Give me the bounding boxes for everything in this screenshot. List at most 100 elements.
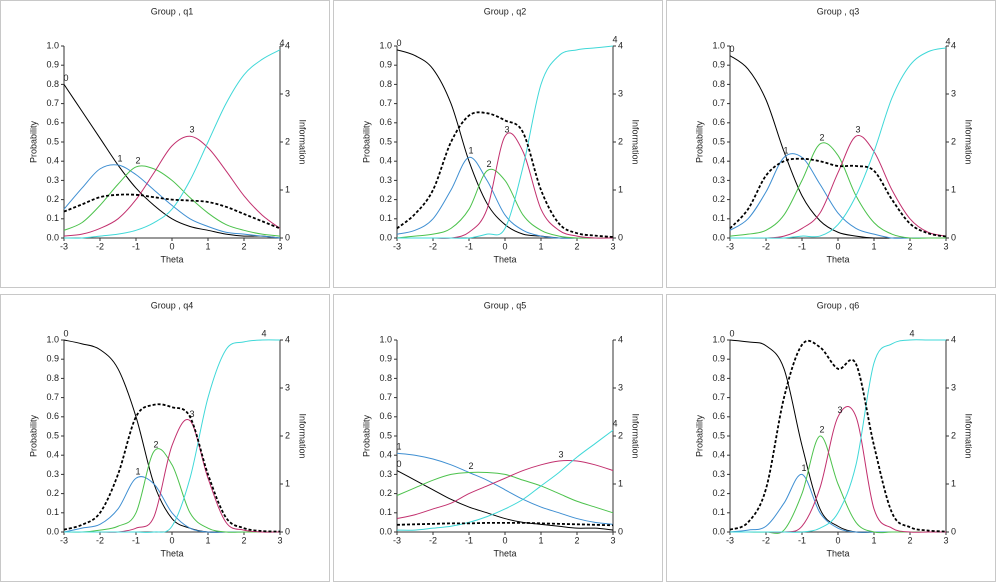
y2-tick-label: 0 [951, 526, 956, 536]
curve-label: 0 [729, 44, 734, 54]
x-tick-label: 2 [241, 535, 246, 545]
y-tick-label: 0.7 [46, 98, 59, 108]
x-tick-label: -2 [96, 535, 104, 545]
curve-label: 3 [189, 125, 194, 135]
y-tick-label: 0.9 [712, 354, 725, 364]
curve-label: 1 [396, 442, 401, 452]
x-tick-label: 0 [502, 241, 507, 251]
y-tick-label: 1.0 [379, 40, 392, 50]
y-tick-label: 1.0 [379, 334, 392, 344]
chart-panel: Group , q4 -3 -2 -1 0 1 2 3 0.0 0.1 0.2 0.3 0.4 0.5 0.… [0, 294, 330, 582]
x-tick-label: 2 [241, 241, 246, 251]
y2-tick-label: 3 [618, 88, 623, 98]
x-tick-label: -3 [60, 241, 68, 251]
curve-label: 4 [945, 36, 950, 46]
x-tick-label: 3 [277, 241, 282, 251]
y2-axis-label: Information [964, 413, 974, 458]
x-tick-label: 2 [907, 241, 912, 251]
y-tick-label: 0.3 [379, 175, 392, 185]
category-line [729, 339, 946, 533]
chart-title: Group , q1 [151, 6, 194, 16]
y-tick-label: 0.8 [712, 79, 725, 89]
y-tick-label: 0.0 [46, 232, 59, 242]
curve-label: 0 [396, 459, 401, 469]
y2-tick-label: 0 [285, 526, 290, 536]
y-tick-label: 0.8 [46, 373, 59, 383]
chart-title: Group , q2 [484, 6, 527, 16]
curve-label: 4 [279, 38, 284, 48]
y-tick-label: 0.8 [46, 79, 59, 89]
y-tick-label: 0.0 [379, 526, 392, 536]
y2-tick-label: 2 [951, 430, 956, 440]
curve-label: 3 [855, 125, 860, 135]
y2-tick-label: 4 [285, 334, 290, 344]
y2-tick-label: 1 [618, 478, 623, 488]
x-tick-label: 1 [871, 535, 876, 545]
y-tick-label: 0.3 [379, 469, 392, 479]
y-axis-label: Probability [28, 120, 38, 163]
curve-label: 4 [612, 34, 617, 44]
curve-label: 0 [63, 73, 68, 83]
y-tick-label: 0.9 [712, 60, 725, 70]
curve-label: 4 [909, 328, 914, 338]
y2-tick-label: 3 [285, 88, 290, 98]
x-tick-label: -2 [429, 241, 437, 251]
curve-label: 0 [396, 38, 401, 48]
y2-tick-label: 1 [951, 478, 956, 488]
x-tick-label: 0 [169, 535, 174, 545]
chart-title: Group , q3 [817, 6, 860, 16]
y-tick-label: 0.4 [712, 156, 725, 166]
x-tick-label: 1 [205, 535, 210, 545]
x-tick-label: 3 [943, 241, 948, 251]
y-axis-label: Probability [28, 414, 38, 457]
y-tick-label: 0.5 [379, 430, 392, 440]
y-tick-label: 0.0 [379, 232, 392, 242]
y2-tick-label: 4 [618, 334, 623, 344]
x-tick-label: -1 [132, 241, 140, 251]
y2-tick-label: 2 [618, 136, 623, 146]
x-tick-label: -3 [726, 241, 734, 251]
y2-tick-label: 1 [285, 478, 290, 488]
curve-label: 1 [117, 153, 122, 163]
category-line [63, 135, 281, 237]
panel-frame [333, 0, 663, 288]
information-line [63, 193, 281, 230]
category-line [396, 471, 614, 514]
x-tick-label: 2 [907, 535, 912, 545]
y-axis-label: Probability [694, 414, 704, 457]
category-line [396, 459, 614, 520]
chart-panel: Group , q1 -3 -2 -1 0 1 2 3 0.0 0.1 0.2 0.3 0.4 0.5 0.… [0, 0, 330, 288]
curve-label: 1 [783, 146, 788, 156]
curve-label: 2 [819, 132, 824, 142]
y-tick-label: 0.6 [379, 117, 392, 127]
y2-tick-label: 2 [285, 136, 290, 146]
x-tick-label: 0 [835, 241, 840, 251]
y2-tick-label: 3 [951, 382, 956, 392]
curve-label: 2 [135, 155, 140, 165]
y-tick-label: 0.7 [712, 392, 725, 402]
x-axis-label: Theta [493, 254, 516, 264]
panel-frame [0, 0, 330, 288]
y-axis-label: Probability [694, 120, 704, 163]
y-tick-label: 0.1 [379, 213, 392, 223]
y-tick-label: 0.8 [712, 373, 725, 383]
x-tick-label: -3 [393, 535, 401, 545]
chart-panel: Group , q3 -3 -2 -1 0 1 2 3 0.0 0.1 0.2 0.3 0.4 0.5 0.… [666, 0, 996, 288]
y2-axis-label: Information [631, 119, 641, 164]
y-tick-label: 0.5 [712, 430, 725, 440]
y-tick-label: 0.5 [46, 430, 59, 440]
curve-label: 2 [486, 159, 491, 169]
category-line [63, 49, 281, 239]
x-axis-label: Theta [493, 548, 516, 558]
y-tick-label: 0.0 [712, 232, 725, 242]
y-tick-label: 0.3 [46, 175, 59, 185]
x-tick-label: -2 [762, 241, 770, 251]
x-tick-label: -1 [798, 535, 806, 545]
y-tick-label: 0.6 [46, 411, 59, 421]
x-tick-label: 0 [169, 241, 174, 251]
y-tick-label: 0.5 [46, 136, 59, 146]
category-line [396, 168, 613, 239]
y-tick-label: 0.2 [712, 488, 725, 498]
y2-tick-label: 3 [951, 88, 956, 98]
